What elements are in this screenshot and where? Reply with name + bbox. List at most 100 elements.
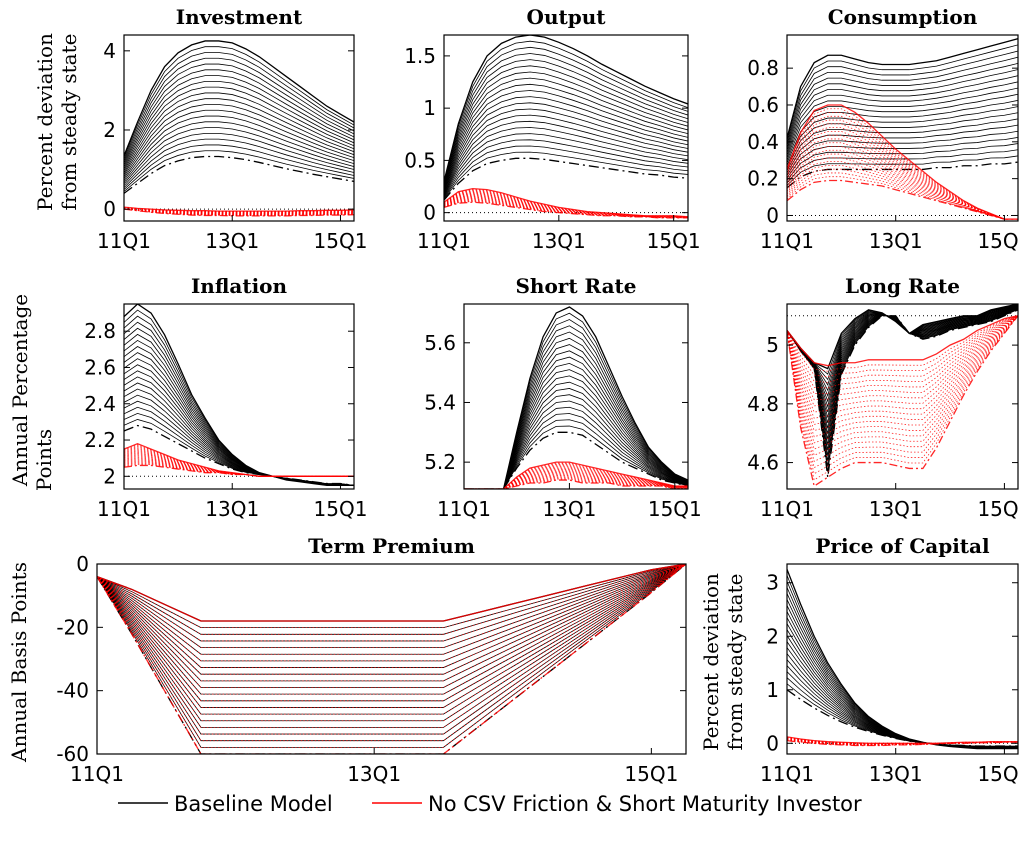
x-tick-label: 13Q1 xyxy=(869,762,923,786)
series-0-line-14 xyxy=(97,564,686,662)
x-tick-label: 13Q1 xyxy=(869,229,923,253)
series-0-line-5 xyxy=(787,130,1018,176)
series-0-line-13 xyxy=(787,611,1018,749)
y-tick-label: -40 xyxy=(56,679,89,703)
series-0-line-18 xyxy=(124,52,354,160)
series-0-line-17 xyxy=(444,53,688,185)
series-1-line-6 xyxy=(787,157,1018,220)
series-1-line-19 xyxy=(97,564,686,629)
series-1-line-4 xyxy=(787,164,1018,220)
series-0-line-19 xyxy=(124,46,354,158)
series-0-line-6 xyxy=(124,121,354,183)
series-1-line-4 xyxy=(97,564,686,728)
series-0-line-20 xyxy=(787,304,1018,370)
series-0-line-8 xyxy=(124,109,354,179)
x-tick-label: 15Q1 xyxy=(977,762,1019,786)
series-0-line-1 xyxy=(444,151,688,200)
series-1-line-0 xyxy=(97,564,686,754)
series-0-line-20 xyxy=(464,306,688,489)
series-0-line-9 xyxy=(124,104,354,177)
series-0-line-5 xyxy=(124,394,354,486)
series-1-line-12 xyxy=(464,468,688,489)
series-1-line-5 xyxy=(787,315,1018,456)
series-0-line-6 xyxy=(444,120,688,195)
series-0-line-1 xyxy=(124,150,354,192)
series-1-line-11 xyxy=(787,315,1018,419)
series-0-line-18 xyxy=(787,50,1018,144)
y-tick-label: 5.6 xyxy=(424,331,456,355)
series-1-line-0 xyxy=(464,479,688,489)
series-0-line-11 xyxy=(97,564,686,682)
y-tick-label: 2 xyxy=(766,624,779,648)
series-0-line-3 xyxy=(787,143,1018,181)
series-1-line-6 xyxy=(97,564,686,715)
plot-area xyxy=(787,304,1018,488)
x-tick-label: 13Q1 xyxy=(205,497,259,521)
series-1-line-12 xyxy=(124,451,354,477)
series-0-line-20 xyxy=(787,569,1018,750)
series-0-line-17 xyxy=(464,325,688,489)
y-tick-label: -20 xyxy=(56,615,89,639)
series-0-line-12 xyxy=(787,617,1018,748)
series-0-line-14 xyxy=(464,344,688,489)
series-0-line-8 xyxy=(464,381,688,489)
series-0-line-15 xyxy=(97,564,686,655)
series-0-line-0 xyxy=(787,309,1018,478)
series-0-line-12 xyxy=(464,356,688,489)
series-0-line-15 xyxy=(444,65,688,187)
series-0-line-8 xyxy=(97,564,686,702)
axes-frame xyxy=(123,34,355,222)
series-1-line-5 xyxy=(464,475,688,489)
series-0-line-15 xyxy=(464,337,688,489)
series-1-line-9 xyxy=(787,146,1018,220)
x-tick-label: 11Q1 xyxy=(70,762,124,786)
series-0-line-7 xyxy=(444,114,688,194)
series-1-line-11 xyxy=(444,194,688,218)
x-tick-label: 11Q1 xyxy=(437,497,491,521)
series-1-line-20 xyxy=(444,187,688,218)
series-0-line-13 xyxy=(124,80,354,170)
y-tick-label: 2.6 xyxy=(84,355,116,379)
series-1-line-2 xyxy=(787,172,1018,220)
series-0-line-8 xyxy=(787,112,1018,169)
series-1-line-12 xyxy=(787,315,1018,413)
panel-5: Long Rate 4.6 4.8 5 11Q1 13Q1 15Q1 xyxy=(747,274,1019,521)
series-0-line-5 xyxy=(464,400,688,489)
y-tick-label: 1.5 xyxy=(404,44,436,68)
series-0-line-6 xyxy=(97,564,686,715)
plot-area xyxy=(787,569,1018,750)
x-tick-label: 15Q1 xyxy=(977,497,1019,521)
y-tick-label: 2.4 xyxy=(84,392,116,416)
legend-baseline-label: Baseline Model xyxy=(174,792,333,816)
y-tick-label: 5.2 xyxy=(424,450,456,474)
y-tick-label: 0 xyxy=(103,197,116,221)
y-tick-label: 0 xyxy=(766,203,779,227)
series-1-line-13 xyxy=(787,315,1018,407)
series-0-line-17 xyxy=(787,587,1018,749)
series-1-line-15 xyxy=(464,466,688,489)
series-1-line-1 xyxy=(97,564,686,748)
series-0-line-3 xyxy=(444,139,688,198)
series-0-line-7 xyxy=(787,118,1018,171)
series-0-line-4 xyxy=(464,406,688,489)
series-1-line-0 xyxy=(787,179,1018,220)
series-1-line-0 xyxy=(787,315,1018,488)
x-tick-label: 15Q1 xyxy=(647,229,701,253)
x-tick-label: 13Q1 xyxy=(869,497,923,521)
y-tick-label: 0 xyxy=(76,552,89,576)
series-0-line-5 xyxy=(444,127,688,196)
panel-title: Term Premium xyxy=(308,534,475,558)
series-1-line-10 xyxy=(787,142,1018,220)
x-tick-label: 11Q1 xyxy=(97,497,151,521)
series-0-line-20 xyxy=(787,38,1018,139)
axes-frame xyxy=(786,563,1019,755)
y-tick-label: 0.2 xyxy=(747,167,779,191)
series-0-line-3 xyxy=(464,413,688,489)
y-tick-label: 3 xyxy=(766,571,779,595)
series-0-line-17 xyxy=(787,56,1018,146)
series-0-line-9 xyxy=(444,102,688,192)
series-0-line-13 xyxy=(787,81,1018,156)
series-0-line-7 xyxy=(464,388,688,489)
